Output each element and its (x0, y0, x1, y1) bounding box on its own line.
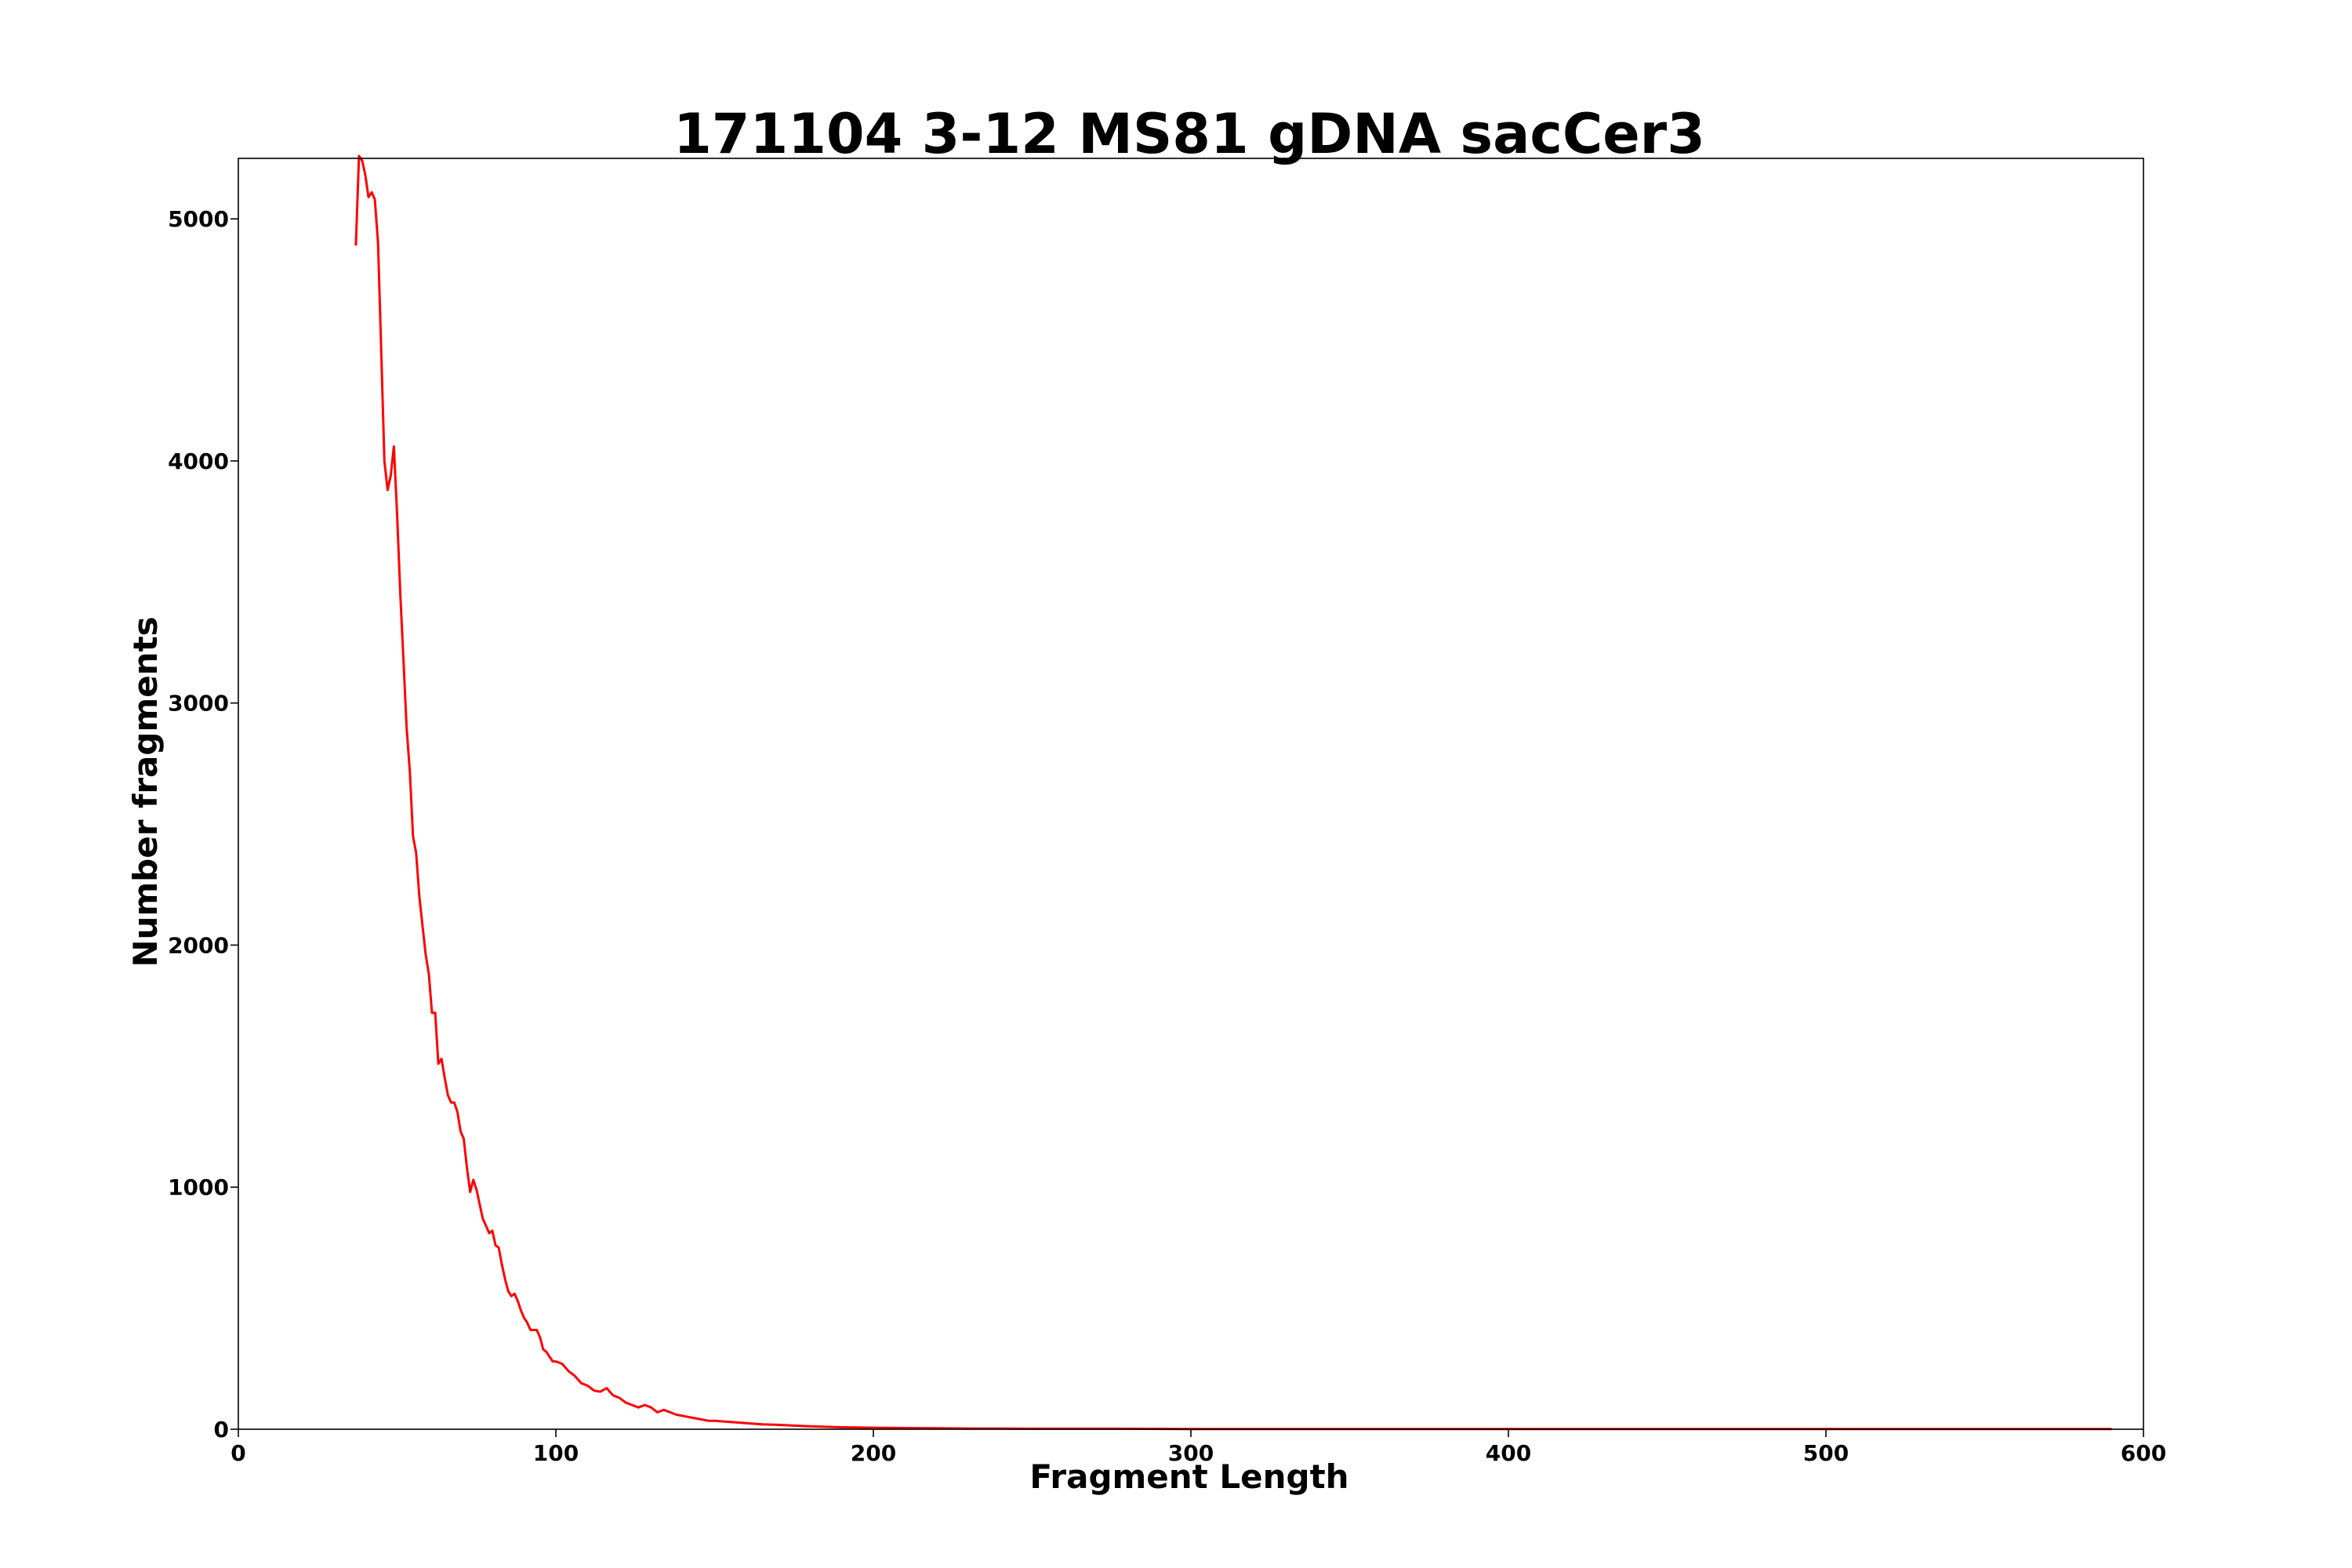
x-tick-label: 100 (533, 1440, 579, 1466)
x-tick-label: 400 (1486, 1440, 1531, 1466)
y-tick-label: 5000 (168, 206, 229, 232)
y-tick-label: 4000 (168, 448, 229, 474)
x-axis: 0 100 200 300 400 500 600 (230, 1429, 2166, 1466)
x-tick-label: 500 (1803, 1440, 1849, 1466)
x-tick-label: 300 (1168, 1440, 1214, 1466)
y-axis: 0 1000 2000 3000 4000 5000 (168, 206, 238, 1443)
x-tick-label: 0 (230, 1440, 245, 1466)
y-tick-label: 1000 (168, 1174, 229, 1200)
x-axis-label: Fragment Length (1029, 1457, 1348, 1496)
series-line-0 (354, 154, 2112, 1431)
x-tick-label: 600 (2121, 1440, 2166, 1466)
y-tick-label: 3000 (168, 691, 229, 717)
plot-frame (238, 158, 2144, 1430)
plot-area (354, 154, 2112, 1431)
chart-title: 171104 3-12 MS81 gDNA sacCer3 (673, 102, 1705, 166)
x-tick-label: 200 (851, 1440, 896, 1466)
y-tick-label: 2000 (168, 932, 229, 958)
y-axis-label: Number fragments (126, 616, 165, 967)
y-tick-label: 0 (214, 1417, 229, 1443)
